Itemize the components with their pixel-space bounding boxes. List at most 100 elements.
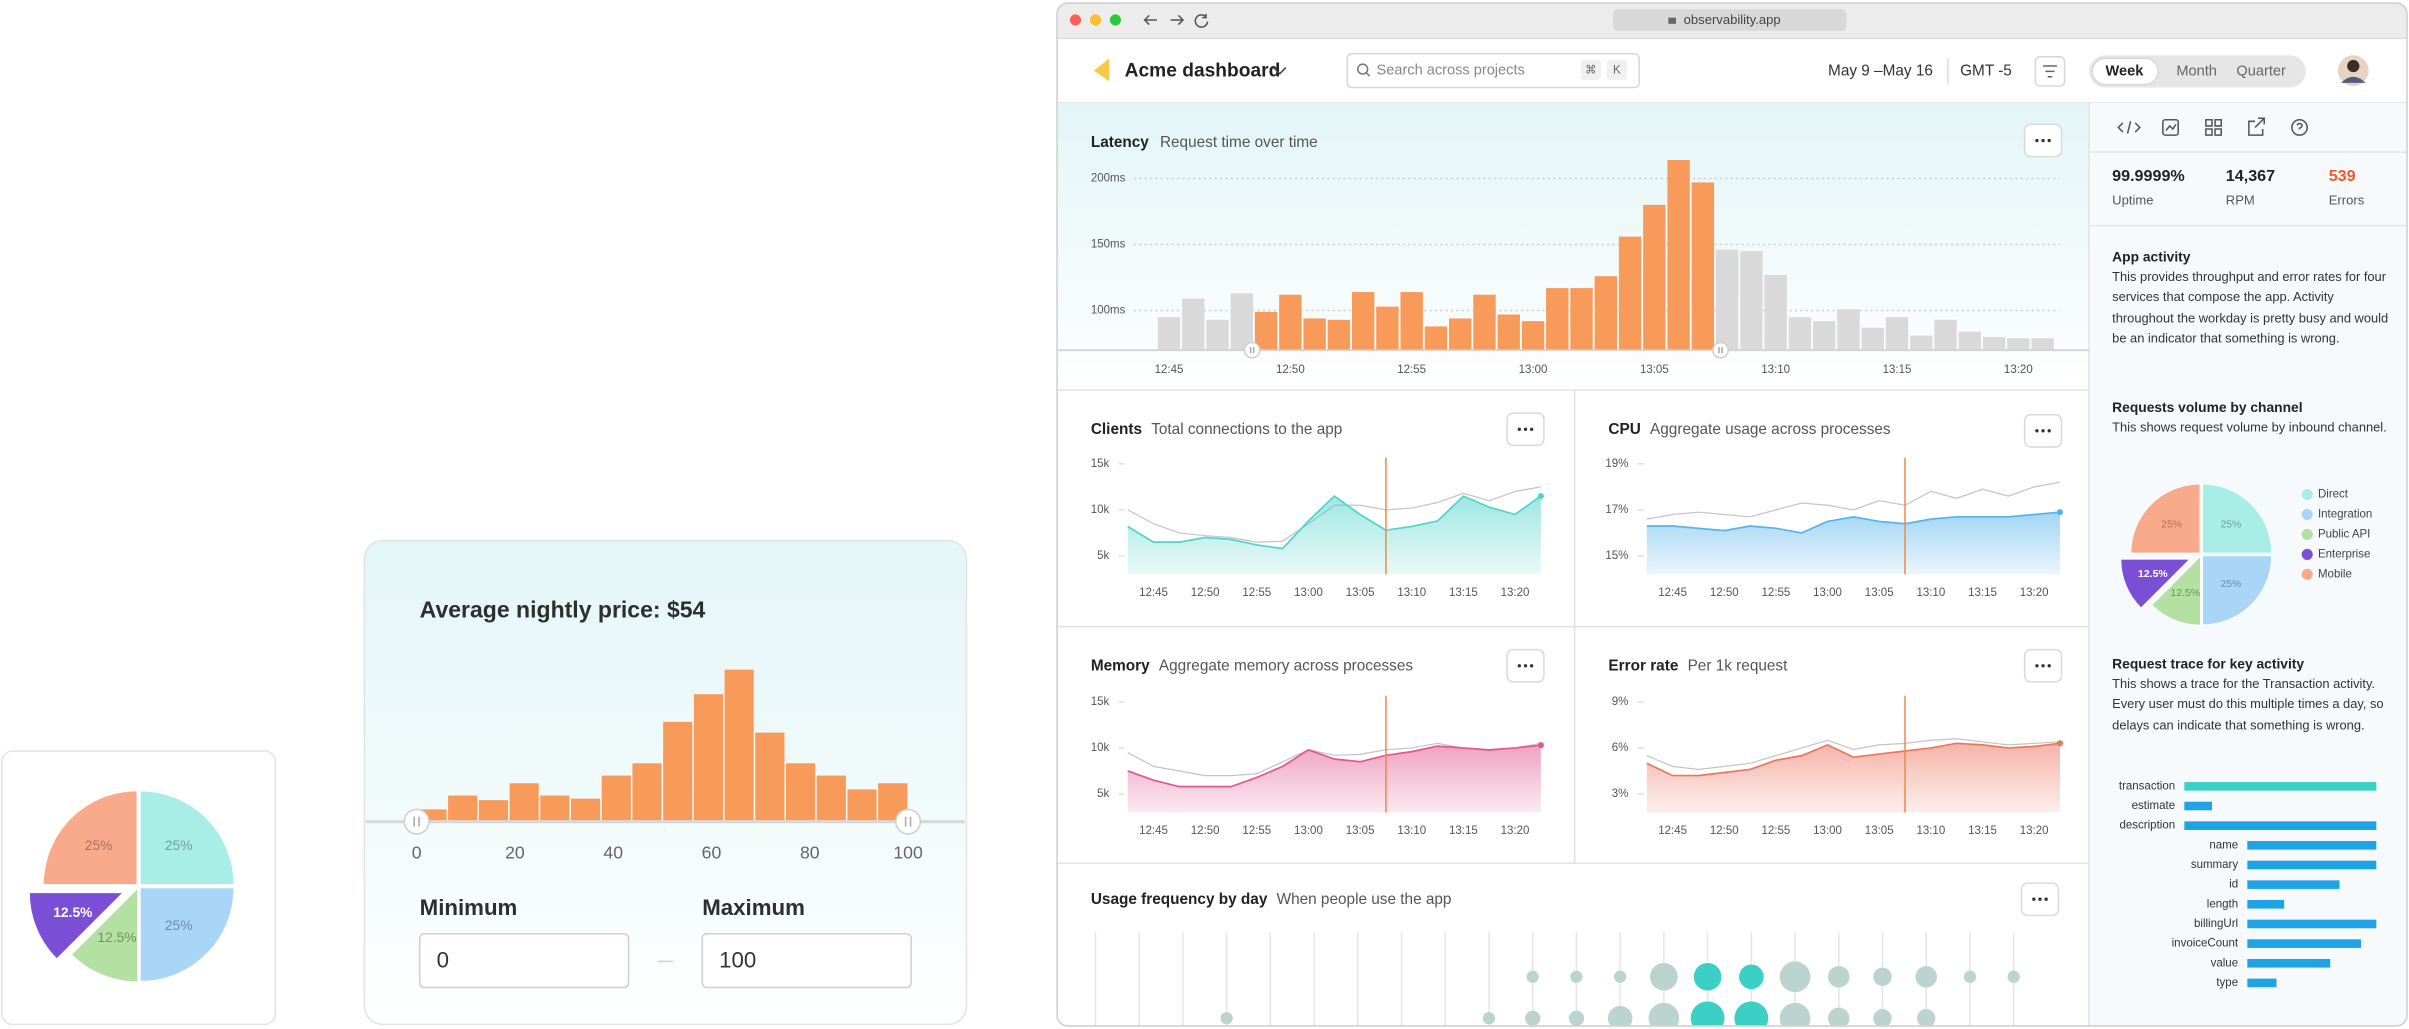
more-icon (2035, 138, 2039, 143)
x-tick-label: 13:00 (1519, 364, 1548, 376)
pie-slice (139, 887, 235, 982)
chart-icon[interactable] (2162, 119, 2179, 136)
x-tick-label: 12:45 (1658, 587, 1687, 599)
forward-button[interactable] (1170, 14, 1185, 26)
zoom-button[interactable] (1109, 14, 1121, 26)
bubble (1828, 966, 1850, 988)
legend-label: Public API (2318, 529, 2370, 541)
period-option[interactable]: Month (2176, 63, 2217, 79)
reload-button[interactable] (1194, 13, 1209, 28)
grid-icon[interactable] (2205, 119, 2222, 136)
paragraph: This shows a trace for the Transaction a… (2112, 675, 2384, 733)
slice-label: 25% (165, 917, 193, 933)
more-icon (1523, 664, 1528, 668)
x-tick-label: 13:20 (1501, 587, 1530, 599)
url-bar[interactable] (1613, 9, 1847, 31)
x-tick-label: 13:20 (1501, 825, 1530, 837)
stats: 99.9999% Uptime 14,367 RPM 539 Errors (2112, 167, 2365, 208)
dropdown-icon[interactable] (1273, 67, 1287, 75)
x-tick-label: 80 (800, 843, 820, 863)
max-input[interactable] (701, 933, 912, 989)
area (1127, 496, 1541, 575)
section-text: This provides throughput and error rates… (2112, 268, 2389, 346)
area (1646, 743, 2060, 813)
bubble (1963, 970, 1977, 983)
trace-bar (2247, 880, 2340, 889)
bubble (1648, 1002, 1680, 1026)
y-tick-label: 6% (1612, 742, 1629, 754)
bubble (1568, 1010, 1585, 1026)
paragraph: This provides throughput and error rates… (2112, 268, 2389, 346)
date-range[interactable]: May 9 –May 16 (1828, 62, 1933, 79)
period-option[interactable]: Quarter (2236, 63, 2286, 79)
end-point (2056, 740, 2064, 747)
histogram-bar (417, 809, 447, 821)
section-text: This shows a trace for the Transaction a… (2112, 675, 2384, 733)
trace-label: estimate (2132, 800, 2175, 812)
histogram-bar (540, 795, 570, 821)
more-icon (2047, 664, 2051, 668)
stat-label: Errors (2329, 193, 2365, 208)
range-handle[interactable] (1712, 341, 1729, 359)
range-handle (1249, 347, 1255, 354)
min-input[interactable] (418, 933, 630, 989)
timezone[interactable]: GMT -5 (1960, 62, 2012, 79)
x-tick-label: 12:50 (1710, 587, 1739, 599)
slice-label: 25% (85, 837, 113, 853)
range-handle[interactable] (403, 808, 430, 835)
legend-label: Integration (2318, 509, 2372, 521)
x-tick-label: 12:50 (1276, 364, 1305, 376)
x-tick-label: 13:00 (1294, 587, 1323, 599)
code-icon[interactable] (2117, 121, 2141, 134)
trace-bar (2184, 801, 2212, 811)
section-title: App activity (2112, 249, 2191, 265)
trace-label: summary (2191, 859, 2239, 871)
card-title: Average nightly price: $54 (420, 596, 706, 622)
end-point (1537, 742, 1544, 749)
pie-slice (2120, 558, 2192, 609)
avatar (2341, 76, 2366, 83)
series-line (1127, 744, 1541, 788)
export-icon[interactable] (2248, 117, 2265, 136)
bar (1206, 319, 1229, 351)
trace-label: value (2211, 957, 2239, 969)
minimize-button[interactable] (1089, 14, 1101, 26)
trace-bar (2184, 821, 2377, 830)
x-tick-label: 12:45 (1155, 364, 1184, 376)
more-icon (2032, 897, 2036, 901)
legend-swatch (2301, 489, 2313, 501)
trace-label: billingUrl (2194, 918, 2238, 930)
bubble (1873, 967, 1892, 986)
period-options: Week Month Quarter (2091, 57, 2286, 86)
bubble (1482, 1012, 1496, 1025)
x-tick-label: 13:00 (1813, 587, 1842, 599)
pie-slice (2151, 555, 2202, 626)
y-tick-label: 5k (1097, 550, 1109, 562)
bar (1473, 294, 1496, 351)
help-icon[interactable] (2291, 119, 2308, 136)
x-tick-label: 12:55 (1242, 825, 1271, 837)
stat-label: Uptime (2112, 193, 2153, 208)
x-tick-label: 12:55 (1397, 364, 1426, 376)
bar (1861, 327, 1884, 351)
bubble (1915, 966, 1937, 988)
bar (1643, 204, 1666, 351)
range-handle[interactable] (1243, 341, 1261, 359)
bar (1958, 331, 1982, 351)
x-tick-label: 13:15 (1449, 587, 1478, 599)
pie-slice (70, 887, 139, 983)
stat-value: 14,367 (2226, 167, 2275, 185)
close-button[interactable] (1069, 14, 1082, 26)
url: observability.app (1684, 12, 1781, 27)
back-button[interactable] (1143, 14, 1157, 26)
period-option[interactable]: Week (2106, 63, 2145, 79)
range-handle[interactable] (895, 808, 922, 835)
histogram-bar (693, 694, 724, 821)
y-tick-label: 19% (1605, 458, 1628, 470)
search-box[interactable] (1346, 52, 1640, 89)
bar (1570, 288, 1593, 351)
comparison-line (1646, 738, 2060, 771)
bar (1400, 292, 1423, 351)
x-tick-label: 13:15 (1883, 364, 1912, 376)
